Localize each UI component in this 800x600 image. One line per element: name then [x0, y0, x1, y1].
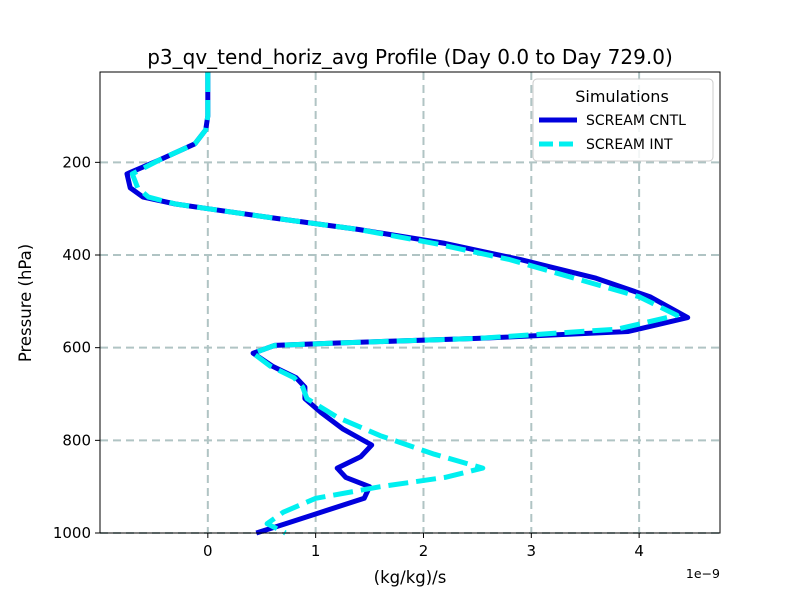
x-tick-label: 1 [311, 542, 321, 560]
legend-title: Simulations [575, 87, 669, 106]
legend: Simulations SCREAM CNTL SCREAM INT [532, 78, 714, 162]
y-tick-label: 800 [62, 431, 91, 449]
plot-frame [99, 71, 721, 534]
legend-label-scream-cntl: SCREAM CNTL [586, 113, 686, 129]
legend-box [532, 78, 714, 162]
y-tick-label: 1000 [53, 524, 91, 542]
y-tick-label: 600 [62, 339, 91, 357]
x-tick-label: 3 [527, 542, 537, 560]
tick-layer: 0 1 2 3 4 200 400 600 800 1000 [53, 153, 644, 560]
grid-layer [100, 72, 720, 534]
y-axis-label: Pressure (hPa) [16, 244, 35, 362]
y-tick-label: 200 [62, 153, 91, 171]
series-line-scream-int [129, 72, 680, 536]
series-layer [124, 72, 691, 536]
y-tick-label: 400 [62, 246, 91, 264]
x-axis-label: (kg/kg)/s [374, 568, 447, 587]
legend-label-scream-int: SCREAM INT [586, 137, 673, 153]
x-offset-label: 1e−9 [686, 566, 720, 581]
x-tick-label: 4 [634, 542, 644, 560]
chart-title: p3_qv_tend_horiz_avg Profile (Day 0.0 to… [147, 45, 673, 69]
x-tick-label: 2 [419, 542, 429, 560]
x-tick-label: 0 [203, 542, 213, 560]
